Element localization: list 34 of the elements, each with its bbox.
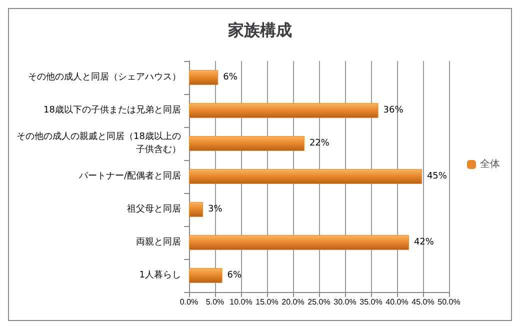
bar <box>189 235 409 250</box>
y-tick-label: 両親と同居 <box>136 236 181 248</box>
data-label: 6% <box>227 270 242 280</box>
data-label: 36% <box>383 106 404 116</box>
x-tick-label: 50.0% <box>438 298 460 306</box>
bar <box>189 268 222 283</box>
y-tick-label: 18歳以下の子供または兄弟と同居 <box>44 104 181 116</box>
data-label: 42% <box>414 238 434 248</box>
bar <box>189 202 204 217</box>
data-label: 22% <box>309 138 330 148</box>
legend-label: 全体 <box>480 158 500 170</box>
bar <box>189 70 218 85</box>
x-tick-label: 20.0% <box>282 298 304 306</box>
bar <box>189 103 378 118</box>
bar <box>189 169 422 184</box>
chart-title: 家族構成 <box>227 20 292 40</box>
x-tick-label: 15.0% <box>256 298 278 306</box>
x-tick-label: 0.0% <box>180 298 198 306</box>
y-tick-label: その他の成人の親戚と同居（18歳以上の子供含む） <box>16 131 181 155</box>
data-label: 6% <box>223 72 238 82</box>
x-tick-label: 5.0% <box>206 298 224 306</box>
x-tick-label: 35.0% <box>360 298 382 306</box>
x-tick-label: 30.0% <box>334 298 356 306</box>
y-tick-label: その他の成人と同居（シェアハウス） <box>28 72 181 82</box>
y-tick-label: 1人暮らし <box>139 270 181 280</box>
x-tick-label: 25.0% <box>308 298 330 306</box>
x-tick-label: 10.0% <box>230 298 252 306</box>
bar <box>189 136 304 151</box>
data-label: 45% <box>426 172 448 182</box>
x-tick-label: 45.0% <box>412 298 434 306</box>
y-tick-label: 祖父母と同居 <box>127 204 181 214</box>
y-tick-label: パートナー/配偶者と同居 <box>78 170 181 182</box>
x-tick-label: 40.0% <box>386 298 408 306</box>
data-label: 3% <box>208 204 223 214</box>
